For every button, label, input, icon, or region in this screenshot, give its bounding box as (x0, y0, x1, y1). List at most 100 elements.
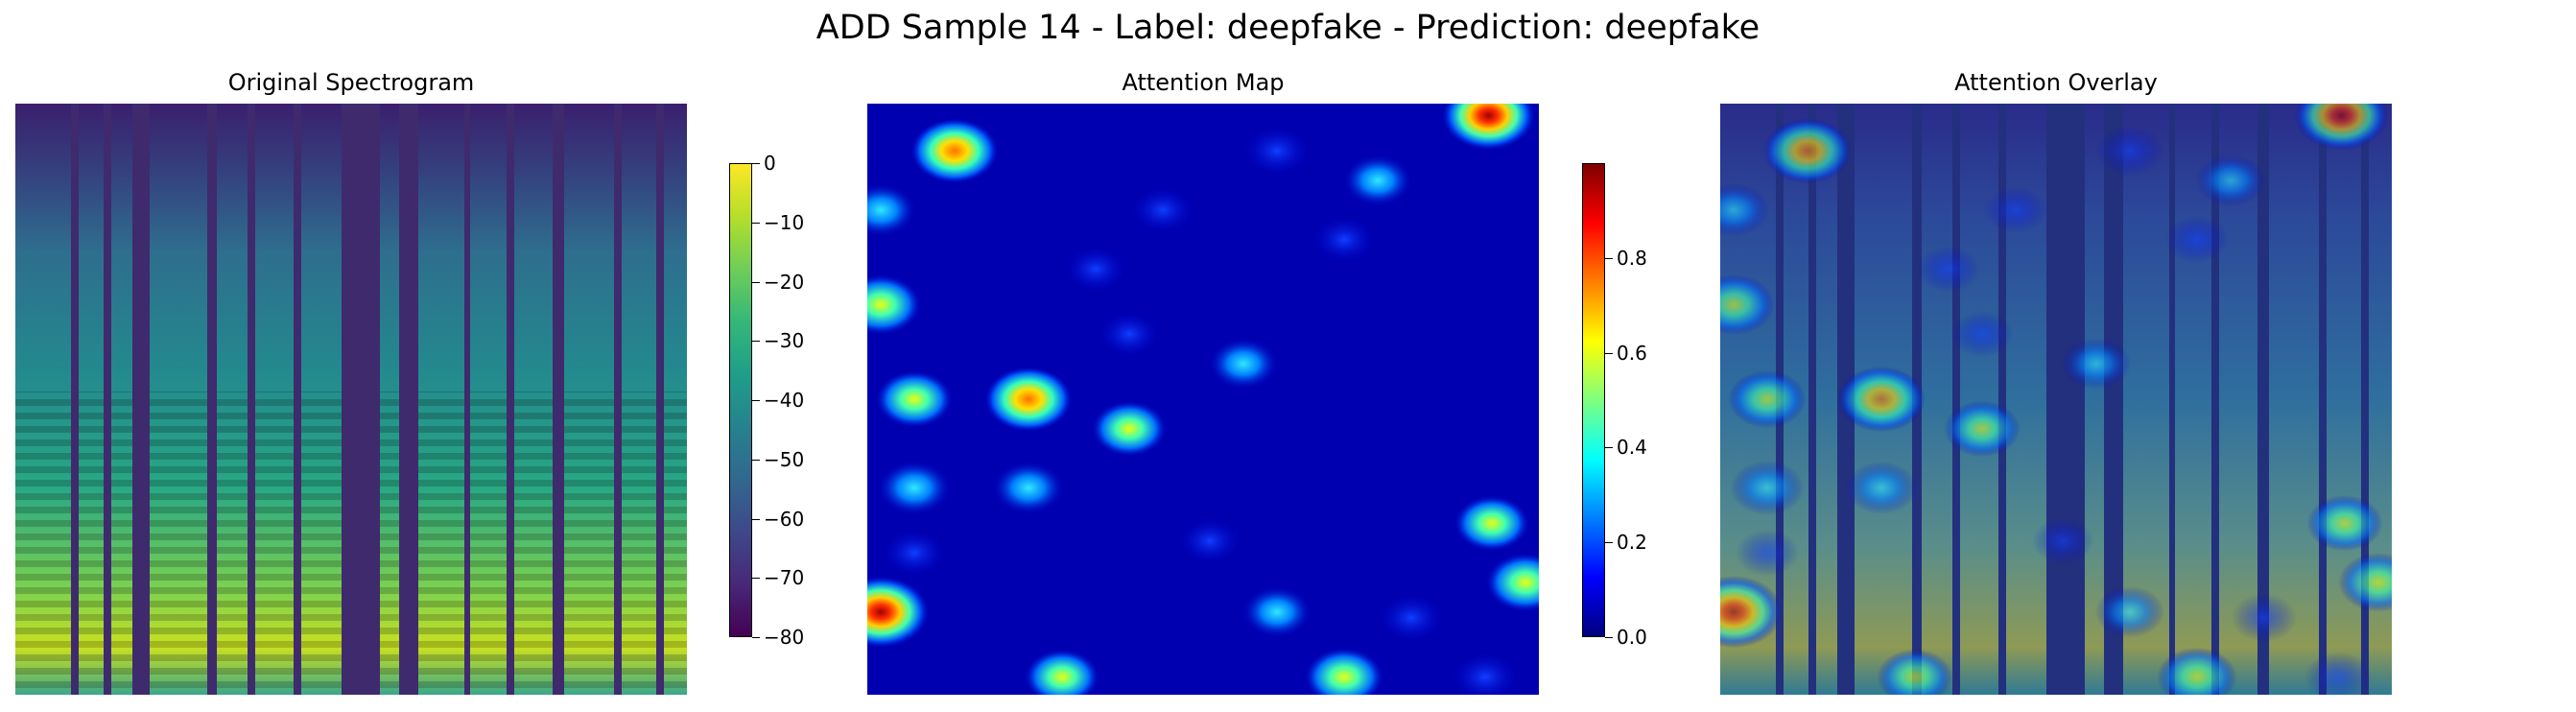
attention-hotspot (1312, 216, 1376, 264)
panel-title-attention-map: Attention Map (1122, 69, 1285, 96)
panel-title-original-spectrogram: Original Spectrogram (227, 69, 475, 96)
attention-hotspot (867, 273, 922, 336)
spectrogram-harmonics (217, 392, 248, 695)
figure-title: ADD Sample 14 - Label: deepfake - Predic… (815, 9, 1761, 47)
spectrogram-harmonics (380, 392, 399, 695)
attention-hotspot (867, 183, 917, 237)
colorbar-tick (1605, 542, 1613, 544)
attention-hotspot (1730, 461, 1805, 515)
attention-hotspot (1342, 154, 1413, 206)
spectrogram-harmonics (79, 392, 104, 695)
attention-hotspot (1242, 126, 1312, 177)
colorbar-tick-label: −80 (764, 626, 805, 649)
colorbar-tick-label: −40 (764, 389, 805, 412)
attention-hotspot (910, 118, 999, 184)
attention-hotspot (1720, 576, 1783, 649)
original-spectrogram-image (15, 104, 687, 695)
attention-hotspot (2165, 216, 2229, 264)
attention-hotspot (2338, 553, 2392, 612)
colorbar-tick-label: 0 (764, 152, 776, 175)
attention-hotspot (1241, 585, 1312, 638)
spectrogram-harmonics (664, 392, 687, 695)
attention-hotspot (1378, 593, 1445, 643)
attention-hotspot (1131, 186, 1194, 234)
attention-hotspot (1304, 647, 1384, 695)
attention-hotspot (1720, 183, 1770, 237)
panel-title-attention-overlay: Attention Overlay (1954, 69, 2158, 96)
attention-hotspot (1720, 273, 1775, 336)
attention-hotspot (1917, 246, 1980, 293)
spectrogram-harmonics (418, 392, 464, 695)
colorbar-tick (752, 459, 760, 461)
colorbar-tick-label: 0.0 (1617, 626, 1647, 649)
colorbar-tick-label: −30 (764, 329, 805, 353)
spectrogram-svg (15, 104, 687, 695)
colorbar-tick-label: −50 (764, 447, 805, 471)
colorbar-tick-label: 0.8 (1617, 246, 1647, 270)
spectrogram-harmonics (470, 392, 507, 695)
spectrogram-harmonics (301, 392, 342, 695)
attention-hotspot (1064, 246, 1127, 293)
attention-hotspot (1950, 311, 2014, 358)
colorbar-tick (752, 578, 760, 580)
attention-hotspot (1728, 370, 1807, 428)
spectrogram-colorbar (729, 163, 752, 637)
spectrogram-harmonics (15, 392, 71, 695)
colorbar-tick-label: 0.4 (1617, 436, 1647, 460)
colorbar-tick-label: −10 (764, 210, 805, 234)
attention-hotspot (1453, 495, 1530, 552)
colorbar-tick-label: 0.2 (1617, 531, 1647, 555)
attention-hotspot (2031, 517, 2094, 564)
spectrogram-harmonics (622, 392, 656, 695)
attention-hotspot (867, 576, 930, 649)
spectrogram-segment (1960, 104, 1998, 695)
spectrogram-harmonics (111, 392, 132, 695)
attention-hotspot (984, 367, 1073, 432)
attention-hotspot (1763, 118, 1852, 184)
spectrogram-harmonics (255, 392, 294, 695)
attention-map-image (867, 104, 1539, 695)
attention-hotspot (877, 461, 952, 515)
attention-overlay-svg (1720, 104, 2392, 695)
attention-hotspot (883, 529, 946, 577)
attention-map-svg (867, 104, 1539, 695)
colorbar-tick-label: 0.6 (1617, 341, 1647, 365)
attention-overlay-image (1720, 104, 2392, 695)
attention-hotspot (2231, 593, 2298, 643)
attention-hotspot (2157, 647, 2237, 695)
colorbar-tick (752, 341, 760, 343)
attention-hotspot (1024, 649, 1100, 695)
attention-hotspot (1098, 311, 1161, 358)
colorbar-tick-label: −70 (764, 566, 805, 590)
spectrogram-harmonics (514, 392, 553, 695)
attention-hotspot (1451, 652, 1520, 695)
attention-hotspot (1984, 186, 2047, 234)
spectrogram-harmonics (150, 392, 207, 695)
attention-hotspot (1441, 104, 1536, 151)
spectrogram-segment (2175, 104, 2211, 695)
colorbar-tick (752, 281, 760, 283)
attention-hotspot (1091, 400, 1168, 457)
colorbar-tick (752, 518, 760, 520)
attention-hotspot (1845, 461, 1918, 514)
attention-hotspot (2304, 652, 2373, 695)
colorbar-tick (1605, 447, 1613, 449)
attention-hotspot (1837, 367, 1926, 432)
colorbar-tick (752, 400, 760, 401)
spectrogram-segment (1922, 104, 1952, 695)
attention-hotspot (1877, 649, 1953, 695)
colorbar-tick (1605, 257, 1613, 259)
attention-hotspot (2294, 104, 2389, 151)
attention-hotspot (2306, 495, 2383, 552)
attention-hotspot (1208, 338, 1279, 390)
attention-hotspot (2195, 154, 2266, 206)
attention-hotspot (875, 370, 954, 428)
attention-colorbar (1582, 163, 1605, 637)
attention-hotspot (2095, 126, 2164, 177)
attention-hotspot (2094, 585, 2165, 638)
colorbar-tick (752, 222, 760, 224)
attention-hotspot (1736, 529, 1799, 577)
colorbar-tick-label: −20 (764, 270, 805, 294)
spectrogram-segment (1816, 104, 1837, 695)
attention-hotspot (2061, 338, 2132, 390)
